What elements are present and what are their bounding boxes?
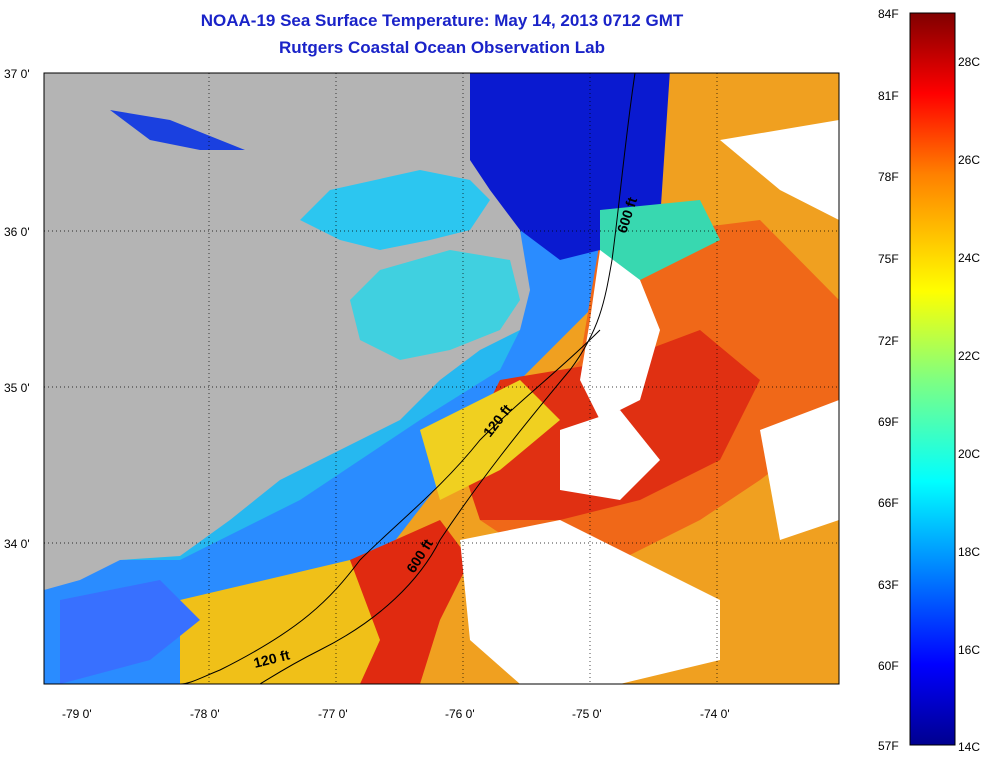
isobath-120ft-line [179, 329, 601, 684]
colorbar-f-label: 78F [878, 170, 899, 184]
albemarle-sound [300, 170, 490, 250]
map-subtitle: Rutgers Coastal Ocean Observation Lab [279, 38, 605, 57]
colorbar-f-label: 75F [878, 252, 899, 266]
transition-water [420, 380, 560, 500]
lat-label: 34 0' [4, 537, 30, 551]
cloud-patch [760, 400, 839, 540]
colorbar-c-label: 20C [958, 447, 980, 461]
warm-eddy [350, 520, 470, 684]
colorbar-f-label: 81F [878, 89, 899, 103]
lon-label: -74 0' [700, 707, 730, 721]
lat-label: 37 0' [4, 67, 30, 81]
cloud-patch [720, 120, 839, 220]
lon-label: -78 0' [190, 707, 220, 721]
pamlico-sound [350, 250, 520, 360]
colorbar-c-label: 24C [958, 251, 980, 265]
graticule [44, 73, 839, 684]
lon-label: -75 0' [572, 707, 602, 721]
colorbar-c-label: 18C [958, 545, 980, 559]
cloud-patch [580, 250, 660, 420]
map-frame [43, 72, 840, 685]
sea-surface-temperature-map: 600 ft 120 ft 600 ft 120 ft 37 0' 36 0' … [4, 67, 840, 721]
cloud-patch [560, 410, 660, 500]
colorbar-gradient [909, 12, 956, 746]
colorbar-f-label: 69F [878, 415, 899, 429]
colorbar-c-label: 22C [958, 349, 980, 363]
colorbar-f-label: 72F [878, 334, 899, 348]
lon-label: -79 0' [62, 707, 92, 721]
cool-patch [60, 580, 200, 684]
colorbar-f-label: 84F [878, 7, 899, 21]
colorbar-c-label: 16C [958, 643, 980, 657]
chesapeake-inlet [110, 110, 245, 150]
colorbar-f-label: 60F [878, 659, 899, 673]
isobath-600ft-line [259, 73, 636, 684]
lon-label: -76 0' [445, 707, 475, 721]
lat-label: 35 0' [4, 381, 30, 395]
lat-label: 36 0' [4, 225, 30, 239]
colorbar-c-label: 28C [958, 55, 980, 69]
colorbar-f-label: 57F [878, 739, 899, 753]
sst-field [44, 73, 839, 684]
map-title: NOAA-19 Sea Surface Temperature: May 14,… [200, 11, 684, 30]
colorbar-f-label: 66F [878, 496, 899, 510]
lon-label: -77 0' [318, 707, 348, 721]
shelf-warm-water [180, 560, 380, 684]
colorbar-f-label: 63F [878, 578, 899, 592]
mixing-zone [600, 200, 720, 280]
colorbar-c-label: 26C [958, 153, 980, 167]
colorbar-c-label: 14C [958, 740, 980, 754]
